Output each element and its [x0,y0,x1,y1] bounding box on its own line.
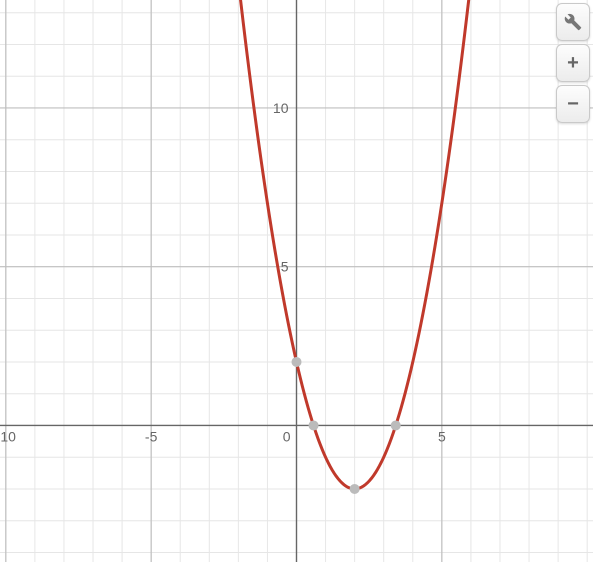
x-tick-label: -5 [145,428,158,444]
key-point [292,357,302,367]
key-point [309,420,319,430]
y-tick-label: 10 [273,100,289,116]
key-point [350,484,360,494]
toolbar: + − [556,3,590,123]
plus-icon: + [567,52,579,75]
zoom-in-button[interactable]: + [556,44,590,82]
y-tick-label: 5 [281,259,289,275]
x-tick-label: 5 [438,428,446,444]
key-point [391,420,401,430]
graph-svg: -10 -5 5 5 10 0 [0,0,593,562]
wrench-icon [564,13,582,31]
zoom-out-button[interactable]: − [556,85,590,123]
settings-button[interactable] [556,3,590,41]
origin-label: 0 [283,428,291,444]
x-tick-label: -10 [0,428,16,444]
graph-container: -10 -5 5 5 10 0 + − [0,0,593,562]
minus-icon: − [567,93,579,116]
